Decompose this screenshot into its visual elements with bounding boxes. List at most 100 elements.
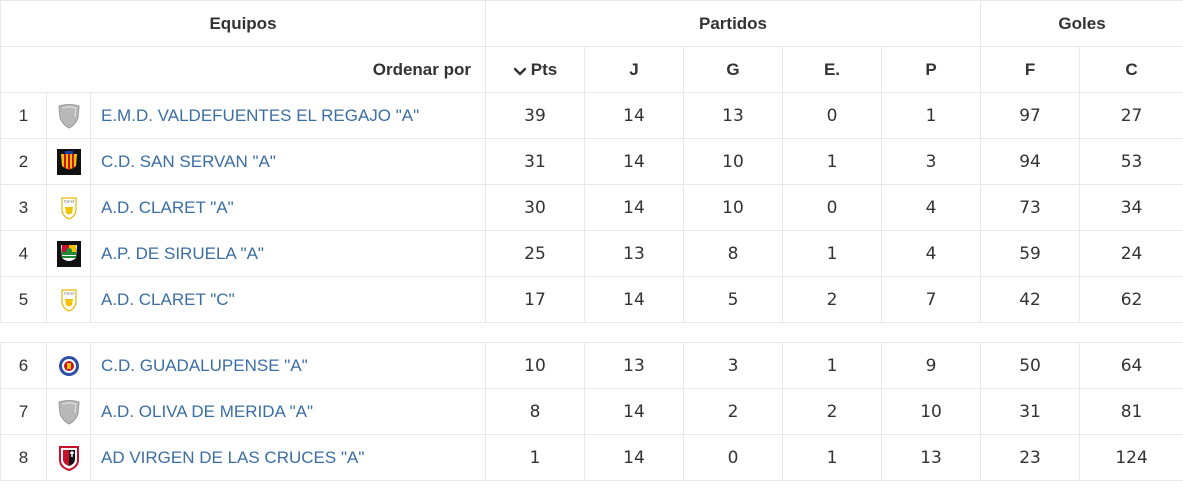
crest-red-icon <box>46 434 91 481</box>
goals-for: 31 <box>980 388 1081 435</box>
claret-crest-icon: Claret <box>46 184 91 231</box>
table-row: 7 A.D. OLIVA DE MERIDA "A" 8 14 2 2 10 31 81 <box>0 388 1183 435</box>
lost: 7 <box>880 276 982 323</box>
played: 14 <box>584 184 684 231</box>
won: 10 <box>683 184 783 231</box>
lost: 1 <box>880 92 982 139</box>
played: 14 <box>584 138 684 185</box>
goals-for: 73 <box>980 184 1081 231</box>
table-row: 1 E.M.D. VALDEFUENTES EL REGAJO "A" 39 14 13… <box>0 92 1183 139</box>
header-p[interactable]: P <box>880 46 982 93</box>
drawn: 0 <box>782 92 882 139</box>
played: 14 <box>584 276 684 323</box>
lost: 9 <box>880 342 982 389</box>
position: 8 <box>0 434 47 481</box>
order-by-label: Ordenar por <box>0 46 486 93</box>
won: 13 <box>683 92 783 139</box>
team-name-link[interactable]: A.D. CLARET "A" <box>90 184 486 231</box>
table-row: 5 Claret A.D. CLARET "C" 17 14 5 2 7 42 62 <box>0 276 1183 323</box>
header-teams: Equipos <box>0 0 486 47</box>
header-matches: Partidos <box>484 0 982 47</box>
table-row: 8 AD VIRGEN DE LAS CRUCES "A" 1 14 0 1 13 23 124 <box>0 434 1183 481</box>
played: 14 <box>584 388 684 435</box>
goals-for: 59 <box>980 230 1081 277</box>
points: 10 <box>485 342 585 389</box>
goals-against: 53 <box>1079 138 1183 185</box>
lost: 3 <box>880 138 982 185</box>
goals-for: 94 <box>980 138 1081 185</box>
header-j[interactable]: J <box>584 46 684 93</box>
team-name-link[interactable]: C.D. GUADALUPENSE "A" <box>90 342 486 389</box>
header-g[interactable]: G <box>683 46 783 93</box>
lost: 4 <box>880 230 982 277</box>
position: 7 <box>0 388 47 435</box>
shield-gray-icon <box>46 92 91 139</box>
svg-text:Claret: Claret <box>63 291 74 295</box>
lost: 4 <box>880 184 982 231</box>
header-c[interactable]: C <box>1079 46 1183 93</box>
header-goals: Goles <box>980 0 1183 47</box>
team-name-link[interactable]: A.P. DE SIRUELA "A" <box>90 230 486 277</box>
header-pts: Pts <box>530 59 558 79</box>
drawn: 1 <box>782 138 882 185</box>
goals-against: 62 <box>1079 276 1183 323</box>
goals-against: 124 <box>1079 434 1183 481</box>
goals-for: 42 <box>980 276 1081 323</box>
drawn: 2 <box>782 276 882 323</box>
points: 39 <box>485 92 585 139</box>
lost: 10 <box>880 388 982 435</box>
goals-against: 27 <box>1079 92 1183 139</box>
drawn: 0 <box>782 184 882 231</box>
played: 13 <box>584 342 684 389</box>
round-crest-icon <box>46 342 91 389</box>
claret-crest-icon: Claret <box>46 276 91 323</box>
goals-against: 64 <box>1079 342 1183 389</box>
goals-for: 23 <box>980 434 1081 481</box>
team-name-link[interactable]: A.D. CLARET "C" <box>90 276 486 323</box>
played: 13 <box>584 230 684 277</box>
shield-gray-icon <box>46 388 91 435</box>
header-e[interactable]: E. <box>782 46 882 93</box>
points: 8 <box>485 388 585 435</box>
svg-text:Claret: Claret <box>63 199 74 203</box>
drawn: 1 <box>782 230 882 277</box>
points: 25 <box>485 230 585 277</box>
drawn: 1 <box>782 434 882 481</box>
position: 5 <box>0 276 47 323</box>
team-name-link[interactable]: C.D. SAN SERVAN "A" <box>90 138 486 185</box>
team-name-link[interactable]: E.M.D. VALDEFUENTES EL REGAJO "A" <box>90 92 486 139</box>
points: 31 <box>485 138 585 185</box>
crest-green-icon <box>46 230 91 277</box>
goals-for: 50 <box>980 342 1081 389</box>
points: 1 <box>485 434 585 481</box>
won: 3 <box>683 342 783 389</box>
position: 4 <box>0 230 47 277</box>
lost: 13 <box>880 434 982 481</box>
played: 14 <box>584 434 684 481</box>
team-name-link[interactable]: AD VIRGEN DE LAS CRUCES "A" <box>90 434 486 481</box>
won: 0 <box>683 434 783 481</box>
drawn: 2 <box>782 388 882 435</box>
won: 5 <box>683 276 783 323</box>
points: 30 <box>485 184 585 231</box>
goals-against: 34 <box>1079 184 1183 231</box>
group-separator <box>0 322 1183 343</box>
won: 2 <box>683 388 783 435</box>
goals-for: 97 <box>980 92 1081 139</box>
position: 3 <box>0 184 47 231</box>
drawn: 1 <box>782 342 882 389</box>
won: 10 <box>683 138 783 185</box>
won: 8 <box>683 230 783 277</box>
played: 14 <box>584 92 684 139</box>
sort-pts-button[interactable]: Pts <box>485 46 585 93</box>
position: 2 <box>0 138 47 185</box>
header-f[interactable]: F <box>980 46 1081 93</box>
position: 6 <box>0 342 47 389</box>
team-name-link[interactable]: A.D. OLIVA DE MERIDA "A" <box>90 388 486 435</box>
table-row: 6 C.D. GUADALUPENSE "A" 10 13 3 1 9 50 64 <box>0 342 1183 389</box>
crest-striped-icon <box>46 138 91 185</box>
chevron-down-icon <box>513 67 526 75</box>
table-row: 3 Claret A.D. CLARET "A" 30 14 10 0 4 73 34 <box>0 184 1183 231</box>
table-row: 4 A.P. DE SIRUELA "A" 25 13 8 1 4 59 24 <box>0 230 1183 277</box>
